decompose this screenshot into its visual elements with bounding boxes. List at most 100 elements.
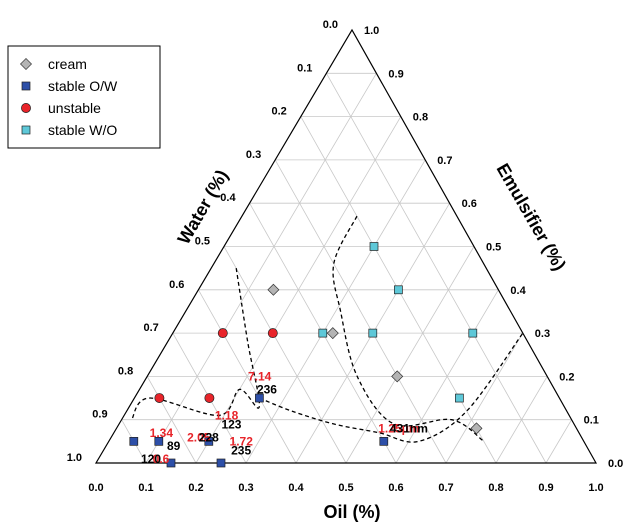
data-point-cream bbox=[267, 283, 280, 296]
annotation-label: 0.6 bbox=[153, 452, 170, 466]
data-point-stable-wo bbox=[369, 242, 379, 251]
data-point-unstable bbox=[217, 328, 228, 339]
data-point-stable-wo bbox=[368, 328, 378, 338]
annotation-label: 236 bbox=[257, 383, 277, 397]
oil-tick-label: 0.1 bbox=[138, 482, 153, 494]
oil-tick-label: 0.8 bbox=[488, 482, 503, 494]
water-tick-label: 0.0 bbox=[323, 19, 338, 31]
data-point-unstable bbox=[267, 328, 278, 339]
legend-marker-cream bbox=[20, 58, 32, 70]
legend-label: cream bbox=[48, 56, 87, 72]
legend-marker-stable-wo bbox=[21, 125, 31, 135]
legend-label: unstable bbox=[48, 100, 101, 116]
water-tick-label: 0.8 bbox=[118, 365, 133, 377]
grid bbox=[121, 72, 572, 464]
grid-line bbox=[395, 289, 499, 464]
legend: cream stable O/W unstable stable W/O bbox=[7, 45, 161, 149]
emulsifier-tick-label: 0.5 bbox=[486, 242, 501, 254]
data-point-cream bbox=[326, 327, 339, 340]
legend-label: stable O/W bbox=[48, 78, 118, 94]
oil-tick-label: 0.2 bbox=[188, 482, 203, 494]
data-point-stable-wo bbox=[468, 328, 478, 338]
data-point-stable-ow bbox=[204, 437, 214, 446]
annotation-label: 1.72 bbox=[230, 435, 254, 449]
data-point-stable-ow bbox=[154, 437, 164, 446]
grid-line bbox=[146, 376, 197, 464]
annotation-label: 431nm bbox=[390, 422, 428, 436]
grid-line bbox=[223, 246, 347, 464]
annotation-label: 1.25μm bbox=[378, 422, 419, 436]
emulsifier-tick-label: 0.3 bbox=[535, 328, 550, 340]
oil-tick-label: 0.5 bbox=[338, 482, 353, 494]
legend-label: stable W/O bbox=[48, 122, 117, 138]
triangle-frame bbox=[94, 28, 598, 464]
grid-line bbox=[245, 159, 426, 464]
grid-line bbox=[545, 419, 572, 464]
data-point-cream bbox=[391, 370, 404, 383]
legend-marker-stable-ow bbox=[21, 81, 31, 91]
data-point-stable-wo bbox=[394, 285, 403, 295]
annotation-label: 7.14 bbox=[248, 370, 272, 384]
water-tick-label: 0.1 bbox=[297, 62, 312, 74]
annotation-label: 1.18 bbox=[215, 409, 239, 423]
annotation-label: 2.05 bbox=[187, 430, 211, 444]
annotation-label: 89 bbox=[167, 439, 181, 453]
water-tick-label: 0.9 bbox=[92, 409, 107, 421]
data-point-stable-ow bbox=[129, 437, 139, 446]
tick-labels: 0.0 0.1 0.2 0.3 0.4 0.5 0.6 0.7 0.8 0.9 1.0 0.0 0.1 0… bbox=[67, 19, 624, 494]
data-point-stable-ow bbox=[166, 458, 176, 468]
water-tick-label: 0.2 bbox=[272, 106, 287, 118]
data-point-stable-ow bbox=[255, 393, 264, 403]
oil-tick-label: 0.9 bbox=[538, 482, 553, 494]
oil-tick-label: 0.0 bbox=[88, 482, 103, 494]
oil-tick-label: 0.3 bbox=[238, 482, 253, 494]
water-tick-label: 0.5 bbox=[195, 236, 210, 248]
emulsifier-axis-title: Emulsifier (%) bbox=[493, 160, 570, 274]
grid-line bbox=[198, 289, 297, 464]
annotation-label: 123 bbox=[221, 417, 241, 431]
data-points bbox=[129, 242, 483, 468]
oil-tick-label: 1.0 bbox=[588, 482, 603, 494]
emulsifier-tick-label: 0.9 bbox=[388, 68, 403, 80]
data-point-unstable bbox=[154, 393, 165, 403]
emulsifier-tick-label: 1.0 bbox=[364, 25, 379, 37]
grid-line bbox=[145, 73, 377, 464]
oil-tick-label: 0.6 bbox=[388, 482, 403, 494]
emulsifier-tick-label: 0.0 bbox=[608, 458, 623, 470]
phase-boundaries bbox=[131, 215, 524, 443]
water-tick-label: 0.6 bbox=[169, 279, 184, 291]
annotation-label: 1.34 bbox=[150, 426, 174, 440]
oil-tick-label: 0.4 bbox=[288, 482, 304, 494]
grid-line bbox=[274, 159, 447, 464]
data-point-stable-ow bbox=[216, 458, 226, 468]
emulsifier-tick-label: 0.4 bbox=[510, 285, 526, 297]
emulsifier-tick-label: 0.7 bbox=[437, 155, 452, 167]
oil-tick-label: 0.7 bbox=[438, 482, 453, 494]
annotation-label: 120 bbox=[141, 452, 161, 466]
legend-frame bbox=[7, 45, 161, 149]
phase-boundary-curve bbox=[332, 215, 485, 442]
data-point-stable-wo bbox=[455, 393, 464, 403]
emulsifier-tick-label: 0.1 bbox=[584, 415, 599, 427]
data-point-stable-wo bbox=[318, 328, 328, 338]
data-point-unstable bbox=[204, 393, 215, 403]
grid-line bbox=[345, 246, 475, 464]
water-tick-label: 0.4 bbox=[220, 192, 236, 204]
legend-marker-unstable bbox=[21, 103, 31, 113]
grid-line bbox=[495, 376, 548, 464]
emulsifier-tick-label: 0.2 bbox=[559, 371, 574, 383]
phase-boundary-curve bbox=[131, 268, 261, 421]
emulsifier-tick-label: 0.8 bbox=[413, 112, 428, 124]
annotation-label: 228 bbox=[199, 430, 219, 444]
water-tick-label: 0.7 bbox=[144, 322, 159, 334]
annotation-label: 235 bbox=[231, 443, 251, 457]
oil-axis-title: Oil (%) bbox=[324, 502, 381, 522]
water-tick-label: 0.3 bbox=[246, 149, 261, 161]
data-point-cream bbox=[470, 422, 483, 435]
grid-line bbox=[326, 73, 547, 464]
emulsifier-tick-label: 0.6 bbox=[462, 198, 477, 210]
water-tick-label: 1.0 bbox=[67, 452, 82, 464]
grid-line bbox=[445, 332, 524, 464]
